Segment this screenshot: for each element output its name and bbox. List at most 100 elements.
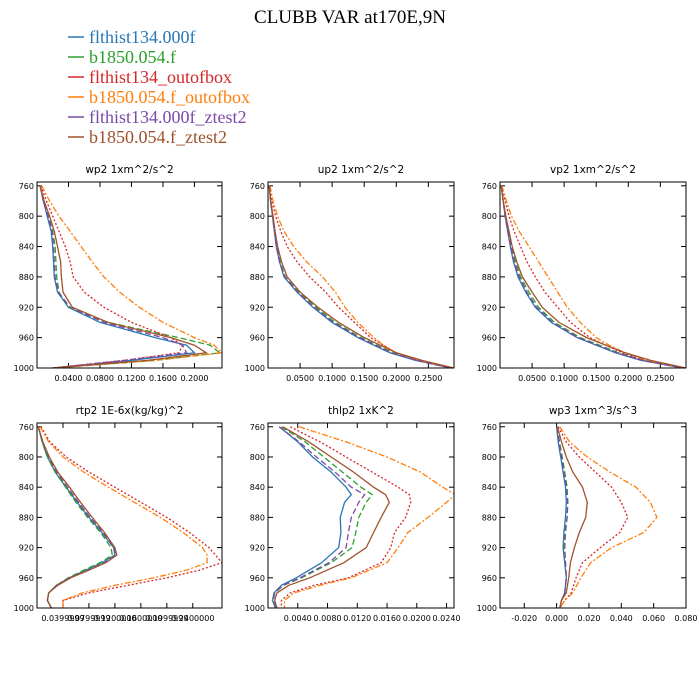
x-tick-label: 0.1200 <box>117 374 145 383</box>
series-line <box>37 426 116 608</box>
panel-title: rtp2 1E-6x(kg/kg)^2 <box>76 405 184 417</box>
series-line <box>40 185 184 368</box>
x-tick-label: -0.020 <box>511 614 537 623</box>
panel-title: up2 1xm^2/s^2 <box>318 164 404 176</box>
series-line <box>500 185 683 368</box>
x-tick-label: 0.080 <box>675 614 698 623</box>
series-line <box>39 185 196 368</box>
series-line <box>556 426 588 608</box>
plot-frame <box>499 422 687 609</box>
x-tick-label: 0.0040 <box>284 614 312 623</box>
x-tick-label: 0.0200 <box>403 614 431 623</box>
y-tick-label: 1000 <box>245 364 265 373</box>
y-tick-label: 920 <box>250 544 265 553</box>
x-tick-label: 0.1000 <box>550 374 578 383</box>
x-tick-label: 0.1500 <box>350 374 378 383</box>
x-tick-label: 0.0160 <box>373 614 401 623</box>
series-line <box>37 426 114 608</box>
panel-title: vp2 1xm^2/s^2 <box>550 164 636 176</box>
series-line <box>40 426 222 608</box>
y-tick-label: 800 <box>482 453 497 462</box>
x-tick-label: 0.0500 <box>286 374 314 383</box>
plot-frame <box>267 422 455 609</box>
series-line <box>269 185 451 368</box>
x-tick-label: 0.2000 <box>180 374 208 383</box>
x-tick-label: 0.060 <box>642 614 665 623</box>
y-tick-label: 1000 <box>477 364 497 373</box>
x-tick-label: 0.1600 <box>149 374 177 383</box>
series-line <box>283 426 454 608</box>
legend-entry: flthist134_outofbox <box>89 67 232 87</box>
x-tick-label: 0.0240 <box>433 614 461 623</box>
series-line <box>272 426 374 608</box>
y-tick-label: 760 <box>250 182 265 191</box>
legend: flthist134.000fb1850.054.fflthist134_out… <box>68 27 250 147</box>
plot-frame <box>36 422 223 609</box>
series-line <box>274 426 391 608</box>
series-line <box>559 426 658 608</box>
series-line <box>501 185 683 368</box>
chart-panel: wp2 1xm^2/s^2 760 800 840 880 920 960 1000 0.040… <box>14 164 223 383</box>
series-line <box>271 426 353 608</box>
x-tick-label: 0.2500 <box>414 374 442 383</box>
y-tick-label: 960 <box>482 334 497 343</box>
series-line <box>39 426 208 608</box>
series-line <box>556 426 569 608</box>
x-tick-label: 0.0399999 <box>41 614 84 623</box>
y-tick-label: 880 <box>250 513 265 522</box>
plot-frame <box>267 181 455 369</box>
x-tick-label: 0.2000 <box>614 374 642 383</box>
series-line <box>557 426 629 608</box>
y-tick-label: 840 <box>19 483 34 492</box>
y-tick-label: 800 <box>19 453 34 462</box>
legend-entry: flthist134.000f_ztest2 <box>89 107 246 127</box>
chart-panel: vp2 1xm^2/s^2 760 800 840 880 920 960 1000 0.050… <box>477 164 687 383</box>
series-line <box>41 185 222 368</box>
x-tick-label: 0.1200000 <box>93 614 136 623</box>
series-line <box>37 426 117 608</box>
chart-panel: wp3 1xm^3/s^3 760 800 840 880 920 960 1000 -0.02… <box>477 405 698 623</box>
y-tick-label: 920 <box>250 303 265 312</box>
x-tick-label: 0.040 <box>610 614 633 623</box>
y-tick-label: 760 <box>482 423 497 432</box>
y-tick-label: 760 <box>19 182 34 191</box>
y-tick-label: 960 <box>250 574 265 583</box>
panel-title: wp3 1xm^3/s^3 <box>549 405 637 417</box>
chart-panels: wp2 1xm^2/s^2 760 800 840 880 920 960 1000 0.040… <box>14 164 698 623</box>
y-tick-label: 840 <box>250 483 265 492</box>
x-tick-label: 0.2000 <box>382 374 410 383</box>
x-tick-label: 0.0799999 <box>67 614 110 623</box>
y-tick-label: 960 <box>19 574 34 583</box>
x-tick-label: 0.2500 <box>646 374 674 383</box>
x-tick-label: 0.0120 <box>343 614 371 623</box>
y-tick-label: 920 <box>482 303 497 312</box>
series-line <box>268 185 451 368</box>
series-line <box>39 185 188 368</box>
y-tick-label: 960 <box>250 334 265 343</box>
panel-title: wp2 1xm^2/s^2 <box>85 164 173 176</box>
series-line <box>39 185 222 368</box>
y-tick-label: 840 <box>19 243 34 252</box>
y-tick-label: 760 <box>482 182 497 191</box>
y-tick-label: 960 <box>19 334 34 343</box>
y-tick-label: 1000 <box>477 604 497 613</box>
y-tick-label: 920 <box>482 544 497 553</box>
y-tick-label: 760 <box>19 423 34 432</box>
y-tick-label: 880 <box>482 513 497 522</box>
y-tick-label: 760 <box>250 423 265 432</box>
series-line <box>500 185 683 368</box>
legend-entry: b1850.054.f_ztest2 <box>89 127 227 147</box>
x-tick-label: 0.1600000 <box>119 614 162 623</box>
figure-title: CLUBB VAR at170E,9N <box>254 7 446 28</box>
x-tick-label: 0.0400 <box>54 374 82 383</box>
x-tick-label: 0.1000 <box>318 374 346 383</box>
y-tick-label: 920 <box>19 544 34 553</box>
series-line <box>269 185 451 368</box>
y-tick-label: 840 <box>482 483 497 492</box>
y-tick-label: 1000 <box>245 604 265 613</box>
y-tick-label: 880 <box>19 273 34 282</box>
y-tick-label: 800 <box>250 453 265 462</box>
y-tick-label: 960 <box>482 574 497 583</box>
